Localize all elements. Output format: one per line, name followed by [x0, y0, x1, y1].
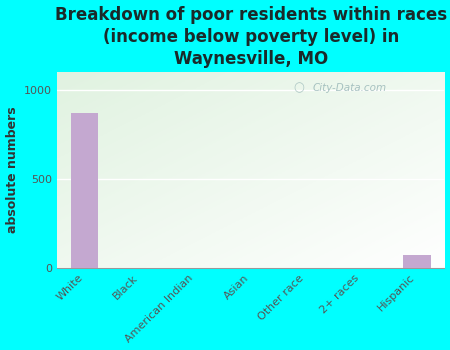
Bar — [403, 254, 431, 268]
Y-axis label: absolute numbers: absolute numbers — [5, 107, 18, 233]
Text: City-Data.com: City-Data.com — [313, 83, 387, 93]
Title: Breakdown of poor residents within races
(income below poverty level) in
Waynesv: Breakdown of poor residents within races… — [54, 6, 447, 68]
Bar — [71, 113, 99, 268]
Text: ○: ○ — [293, 82, 304, 95]
